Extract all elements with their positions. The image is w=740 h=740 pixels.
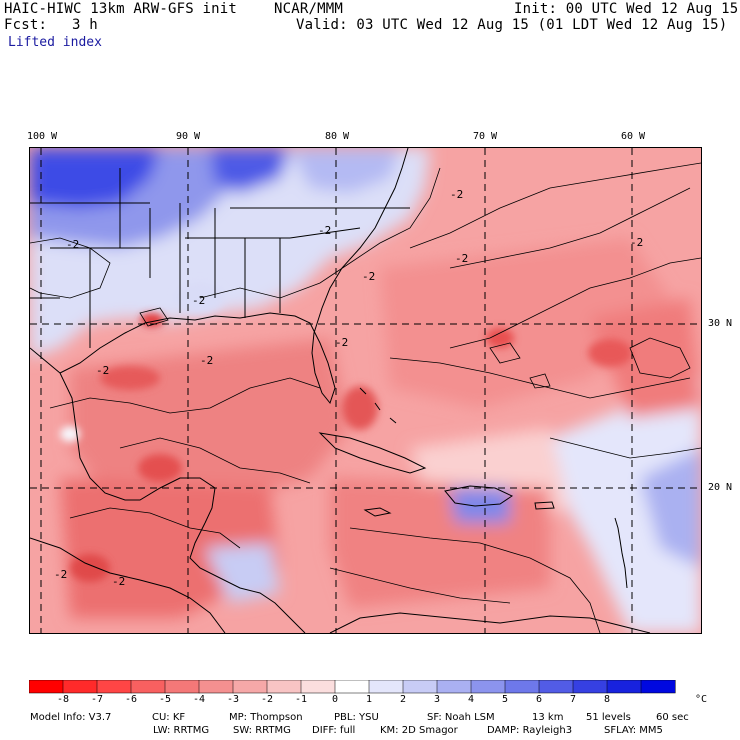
lon-label-60w: 60 W — [620, 131, 646, 142]
colorbar-unit: °C — [694, 694, 708, 705]
longwave-scheme: LW: RRTMG — [153, 725, 210, 736]
lat-label-30n: 30 N — [708, 318, 733, 329]
lon-label-70w: 70 W — [472, 131, 498, 142]
colorbar-swatch — [96, 680, 132, 694]
colorbar-tick-label: -8 — [56, 694, 70, 705]
vertical-levels: 51 levels — [586, 712, 631, 723]
contour-label: -2 — [112, 575, 125, 588]
colorbar-tick-label: 0 — [331, 694, 339, 705]
contour-label: -2 — [200, 354, 213, 367]
colorbar-tick-label: 1 — [365, 694, 373, 705]
colorbar-swatch — [368, 680, 404, 694]
model-info: Model Info: V3.7 — [30, 712, 112, 723]
colorbar-tick-label: -4 — [192, 694, 206, 705]
lon-label-90w: 90 W — [175, 131, 201, 142]
intense-spots — [60, 282, 632, 582]
contour-label: -2 — [192, 294, 205, 307]
colorbar-tick-label: -5 — [158, 694, 172, 705]
colorbar-swatch — [402, 680, 438, 694]
lifted-index-map: -2 -2 -2 -2 -2 -2 -2 -2 -2 -2 -2 -2 — [29, 147, 702, 634]
colorbar-tick-label: -7 — [90, 694, 104, 705]
contour-label: -2 — [66, 238, 79, 251]
field-name: Lifted index — [8, 35, 102, 50]
colorbar-swatch — [504, 680, 540, 694]
lon-label-100w: 100 W — [26, 131, 58, 142]
contour-label: -2 — [630, 236, 643, 249]
forecast-label: Fcst: — [4, 17, 48, 33]
contour-label: -2 — [450, 188, 463, 201]
forecast-hour: 3 h — [72, 17, 98, 33]
colorbar-swatch — [62, 680, 98, 694]
model-title: HAIC-HIWC 13km ARW-GFS init — [4, 1, 237, 17]
cumulus-scheme: CU: KF — [152, 712, 186, 723]
contours — [30, 162, 701, 633]
colorbar-tick-label: -3 — [226, 694, 240, 705]
shortwave-scheme: SW: RRTMG — [233, 725, 291, 736]
colorbar-swatch — [538, 680, 574, 694]
colorbar-tick-label: 6 — [535, 694, 543, 705]
surface-scheme: SF: Noah LSM — [427, 712, 495, 723]
colorbar-swatch — [29, 680, 64, 694]
contour-label: -2 — [318, 224, 331, 237]
colorbar-tick-label: 7 — [569, 694, 577, 705]
colorbar-swatch — [300, 680, 336, 694]
km-option: KM: 2D Smagor — [380, 725, 458, 736]
damping-option: DAMP: Rayleigh3 — [487, 725, 573, 736]
diffusion-option: DIFF: full — [312, 725, 356, 736]
contour-label: -2 — [362, 270, 375, 283]
org-label: NCAR/MMM — [274, 1, 344, 17]
coastlines — [30, 148, 651, 633]
contour-label: -2 — [96, 364, 109, 377]
colorbar-swatch — [436, 680, 472, 694]
colorbar-tick-label: 8 — [603, 694, 611, 705]
colorbar-swatch — [572, 680, 608, 694]
colorbar-swatch — [640, 680, 676, 694]
colorbar-swatch — [606, 680, 642, 694]
lat-label-20n: 20 N — [708, 482, 733, 493]
init-time: Init: 00 UTC Wed 12 Aug 15 — [514, 1, 739, 17]
colorbar-swatch — [130, 680, 166, 694]
colorbar-tick-label: -2 — [260, 694, 274, 705]
colorbar-swatch — [266, 680, 302, 694]
time-step: 60 sec — [656, 712, 689, 723]
pbl-scheme: PBL: YSU — [334, 712, 379, 723]
contour-labels: -2 -2 -2 -2 -2 -2 -2 -2 -2 -2 -2 -2 — [54, 188, 643, 588]
colorbar-swatch — [334, 680, 370, 694]
valid-time: Valid: 03 UTC Wed 12 Aug 15 (01 LDT Wed … — [296, 17, 728, 33]
colorbar — [29, 680, 676, 694]
graticule — [30, 148, 701, 633]
contour-label: -2 — [335, 336, 348, 349]
colorbar-tick-label: 5 — [501, 694, 509, 705]
colorbar-swatch — [232, 680, 268, 694]
microphysics-scheme: MP: Thompson — [229, 712, 303, 723]
colorbar-swatch — [198, 680, 234, 694]
colorbar-tick-label: 2 — [399, 694, 407, 705]
contour-label: -2 — [54, 568, 67, 581]
colorbar-swatch — [164, 680, 200, 694]
lon-label-80w: 80 W — [324, 131, 350, 142]
grid-spacing: 13 km — [532, 712, 564, 723]
contour-label: -2 — [455, 252, 468, 265]
colorbar-tick-label: 3 — [433, 694, 441, 705]
surface-layer-option: SFLAY: MM5 — [604, 725, 663, 736]
colorbar-tick-label: -1 — [294, 694, 308, 705]
colorbar-tick-label: -6 — [124, 694, 138, 705]
colorbar-tick-label: 4 — [467, 694, 475, 705]
colorbar-swatch — [470, 680, 506, 694]
